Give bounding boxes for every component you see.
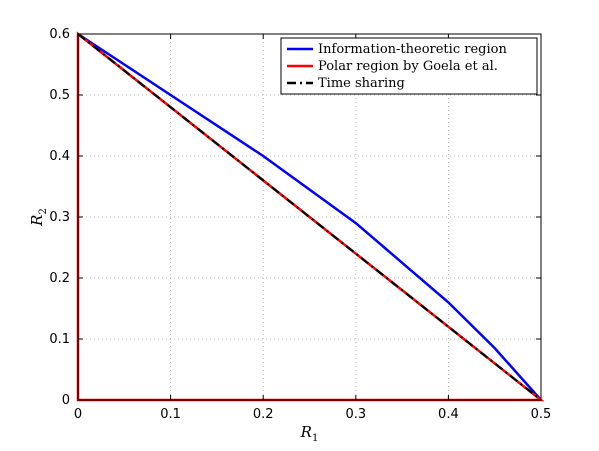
legend-label-1: Information-theoretic region [318,42,507,57]
y-tick-label: 0.6 [49,27,70,42]
x-tick-label: 0.5 [531,407,552,422]
y-axis-label-main: R [28,215,46,227]
series-line-3 [77,33,542,401]
y-axis-label: R2 [28,208,49,227]
legend-label-3: Time sharing [318,76,405,91]
x-axis-label-main: R [300,423,312,441]
x-tick-label: 0.4 [438,407,459,422]
y-tick-label: 0.2 [49,271,70,286]
ticks: 0 0.1 0.2 0.3 0.4 0.5 0 0.1 0.2 0.3 0.4 0.5 0.6 [49,27,551,422]
y-tick-label: 0.1 [49,332,70,347]
x-tick-label: 0.2 [253,407,274,422]
y-tick-label: 0 [62,393,70,408]
x-tick-label: 0.3 [345,407,366,422]
y-tick-label: 0.3 [49,210,70,225]
y-tick-label: 0.4 [49,149,70,164]
x-axis-label-sub: 1 [312,433,318,444]
legend: Information-theoretic region Polar region… [280,37,538,95]
y-tick-label: 0.5 [49,88,70,103]
series-line-1 [77,32,542,401]
x-tick-label: 0.1 [160,407,181,422]
y-axis-label-sub: 2 [38,208,49,214]
legend-box [280,37,538,95]
x-tick-label: 0 [74,407,82,422]
x-axis-label: R1 [300,423,319,444]
legend-label-2: Polar region by Goela et al. [318,59,498,74]
